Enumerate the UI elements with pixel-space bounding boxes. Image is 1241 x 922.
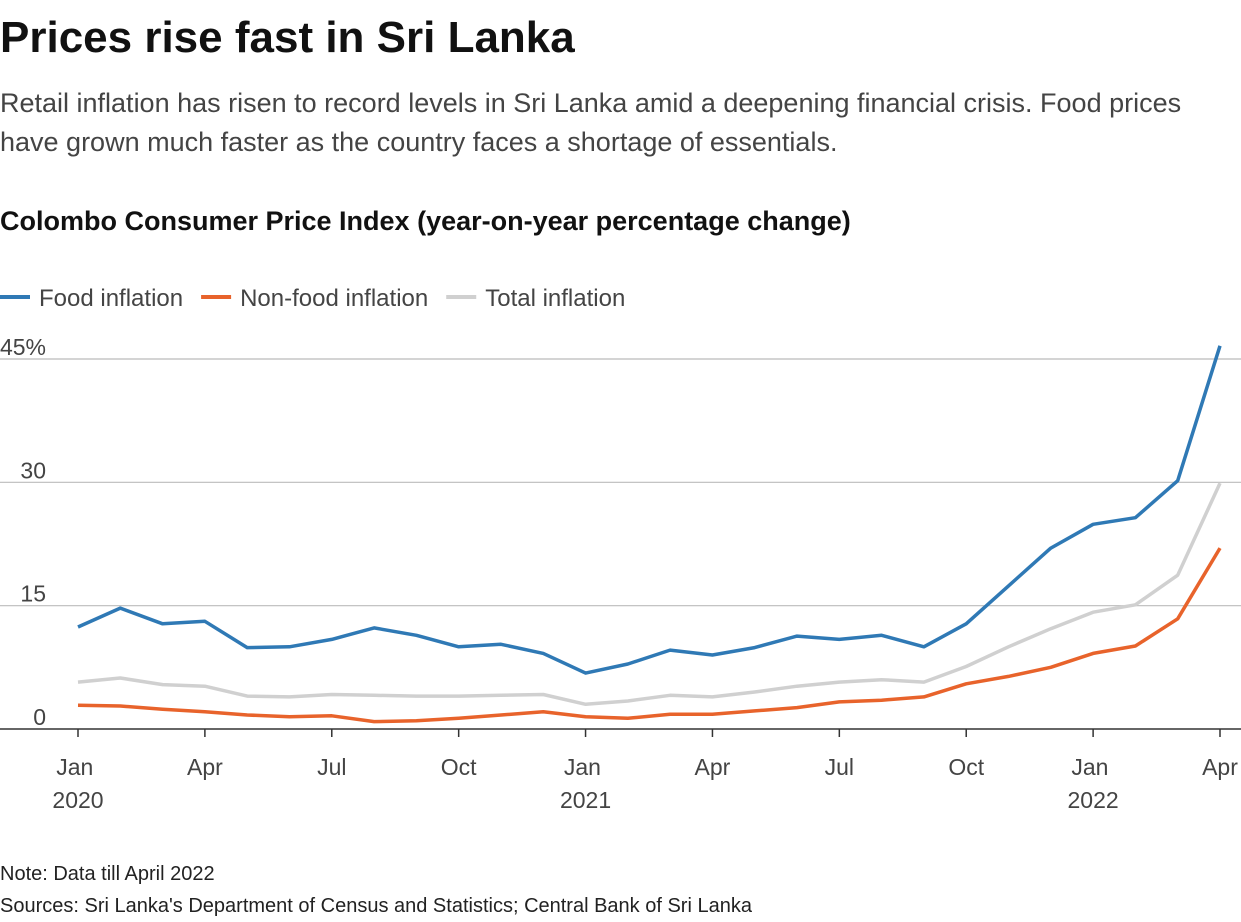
x-tick-label: Jul bbox=[825, 754, 854, 780]
subtitle: Retail inflation has risen to record lev… bbox=[0, 88, 1182, 157]
y-tick-label: 15 bbox=[20, 581, 46, 607]
y-tick-label: 0 bbox=[33, 704, 46, 730]
x-tick-label: Oct bbox=[441, 754, 477, 780]
x-tick-label: Apr bbox=[187, 754, 223, 780]
x-tick-label: Oct bbox=[948, 754, 984, 780]
source: Sources: Sri Lanka's Department of Censu… bbox=[0, 895, 753, 917]
chart-subtitle: Colombo Consumer Price Index (year-on-ye… bbox=[0, 206, 851, 236]
series-line bbox=[77, 547, 1222, 724]
x-tick-label: Jul bbox=[317, 754, 346, 780]
chart-title: Prices rise fast in Sri Lanka bbox=[0, 13, 575, 62]
legend-label: Non-food inflation bbox=[240, 285, 428, 312]
x-tick-label: Apr bbox=[695, 754, 731, 780]
note: Note: Data till April 2022 bbox=[0, 863, 215, 885]
series-line bbox=[77, 345, 1222, 675]
legend-label: Food inflation bbox=[39, 285, 183, 312]
y-tick-label: 30 bbox=[20, 457, 46, 483]
y-tick-label: 45% bbox=[0, 334, 46, 360]
x-tick-label: Apr bbox=[1202, 754, 1238, 780]
subtitle-box: Retail inflation has risen to record lev… bbox=[0, 88, 1182, 157]
x-tick-label: Jan 2022 bbox=[1068, 754, 1119, 813]
x-tick-label: Jan 2021 bbox=[560, 754, 611, 813]
series-line bbox=[77, 482, 1222, 707]
legend-label: Total inflation bbox=[485, 285, 625, 312]
x-tick-label: Jan 2020 bbox=[52, 754, 103, 813]
